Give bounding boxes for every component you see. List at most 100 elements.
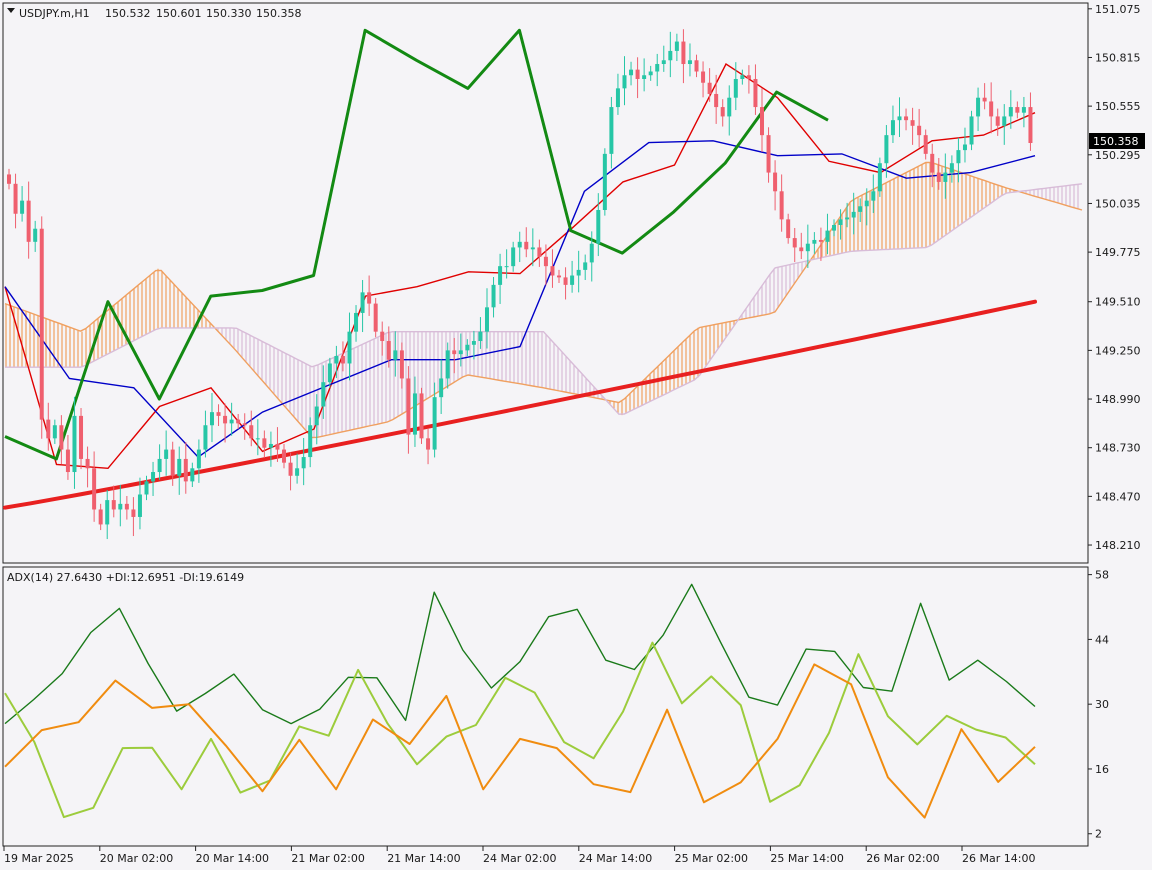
- bearish-candle: [13, 183, 18, 214]
- bearish-candle: [904, 116, 909, 121]
- adx-indicator-title[interactable]: ADX(14) 27.6430 +DI:12.6951 -DI:19.6149: [7, 571, 244, 584]
- bullish-candle: [727, 97, 732, 117]
- bullish-candle: [327, 363, 332, 383]
- bearish-candle: [59, 425, 64, 450]
- price-tick-label: 150.555: [1095, 100, 1141, 113]
- bearish-candle: [995, 116, 1000, 126]
- bullish-candle: [190, 468, 195, 482]
- bearish-candle: [746, 75, 751, 79]
- price-tick-label: 148.730: [1095, 442, 1141, 455]
- bearish-candle: [249, 425, 254, 439]
- bullish-candle: [511, 247, 516, 267]
- bearish-candle: [635, 69, 640, 79]
- time-tick-label: 24 Mar 14:00: [579, 852, 652, 865]
- symbol-label[interactable]: USDJPY.m,H1: [19, 7, 90, 20]
- bearish-candle: [131, 509, 136, 517]
- bearish-candle: [910, 120, 915, 126]
- bullish-candle: [570, 275, 575, 285]
- bearish-candle: [373, 303, 378, 332]
- bearish-candle: [46, 419, 51, 439]
- bearish-candle: [759, 107, 764, 136]
- bullish-candle: [498, 266, 503, 285]
- bearish-candle: [92, 468, 97, 510]
- bullish-candle: [301, 457, 306, 469]
- bearish-candle: [26, 200, 31, 242]
- bullish-candle: [445, 350, 450, 379]
- bullish-candle: [622, 75, 627, 89]
- bearish-candle: [282, 449, 287, 463]
- bearish-candle: [170, 449, 175, 476]
- bearish-candle: [543, 256, 548, 267]
- bearish-candle: [818, 239, 823, 242]
- bearish-candle: [406, 378, 411, 435]
- bullish-candle: [1008, 107, 1013, 117]
- bullish-candle: [648, 71, 653, 76]
- bullish-candle: [321, 382, 326, 407]
- price-tick-label: 150.295: [1095, 149, 1141, 162]
- bearish-candle: [223, 415, 228, 424]
- adx-tick-label: 44: [1095, 633, 1109, 646]
- bullish-candle: [118, 503, 123, 510]
- bullish-candle: [268, 443, 273, 448]
- bullish-candle: [832, 224, 837, 231]
- bullish-candle: [308, 425, 313, 458]
- bearish-candle: [367, 292, 372, 304]
- bearish-candle: [557, 275, 562, 278]
- bearish-candle: [1028, 107, 1033, 144]
- ohlc-low: 150.330: [206, 7, 252, 20]
- ohlc-high: 150.601: [156, 7, 202, 20]
- ichimoku-cloud: [4, 161, 1083, 439]
- bearish-candle: [85, 458, 90, 469]
- bullish-candle: [20, 200, 25, 214]
- tenkan-sen-line: [4, 62, 1036, 470]
- moving-average-layer: [3, 299, 1037, 510]
- price-tick-label: 148.990: [1095, 393, 1141, 406]
- bullish-candle: [157, 458, 162, 473]
- bullish-candle: [589, 243, 594, 263]
- bearish-candle: [79, 415, 84, 459]
- price-tick-label: 148.210: [1095, 539, 1141, 552]
- bullish-candle: [655, 64, 660, 72]
- bullish-candle: [733, 78, 738, 98]
- bearish-candle: [720, 107, 725, 117]
- bullish-candle: [740, 75, 745, 79]
- bearish-candle: [183, 458, 188, 482]
- bearish-candle: [98, 509, 103, 525]
- bullish-candle: [360, 292, 365, 313]
- time-tick-label: 21 Mar 14:00: [387, 852, 460, 865]
- bullish-candle: [209, 412, 214, 426]
- bearish-candle: [1015, 107, 1020, 113]
- bearish-candle: [917, 125, 922, 136]
- bullish-candle: [668, 50, 673, 61]
- bullish-candle: [517, 241, 522, 248]
- bearish-candle: [124, 503, 129, 510]
- adx-tick-label: 2: [1095, 828, 1102, 841]
- bullish-candle: [609, 107, 614, 154]
- senkou-span-a-line: [4, 161, 1083, 439]
- bullish-candle: [956, 150, 961, 164]
- bearish-candle: [766, 135, 771, 173]
- adx-tick-label: 16: [1095, 763, 1109, 776]
- bullish-candle: [858, 206, 863, 212]
- adx-lines-layer: [4, 583, 1036, 819]
- bearish-candle: [399, 350, 404, 379]
- time-tick-label: 19 Mar 2025: [4, 852, 74, 865]
- bullish-candle: [576, 269, 581, 276]
- plus-di-line: [4, 641, 1036, 819]
- bearish-candle: [550, 266, 555, 276]
- bearish-candle: [419, 393, 424, 439]
- bearish-candle: [786, 219, 791, 239]
- bullish-candle: [877, 163, 882, 192]
- minus-di-line: [4, 663, 1036, 819]
- symbol-dropdown-icon[interactable]: [7, 8, 15, 13]
- ohlc-close: 150.358: [256, 7, 302, 20]
- bullish-candle: [687, 60, 692, 65]
- bearish-candle: [111, 500, 116, 510]
- bullish-candle: [347, 331, 352, 364]
- bullish-candle: [203, 425, 208, 450]
- time-tick-label: 25 Mar 02:00: [675, 852, 748, 865]
- bearish-candle: [923, 135, 928, 154]
- bearish-candle: [773, 172, 778, 192]
- bearish-candle: [701, 71, 706, 83]
